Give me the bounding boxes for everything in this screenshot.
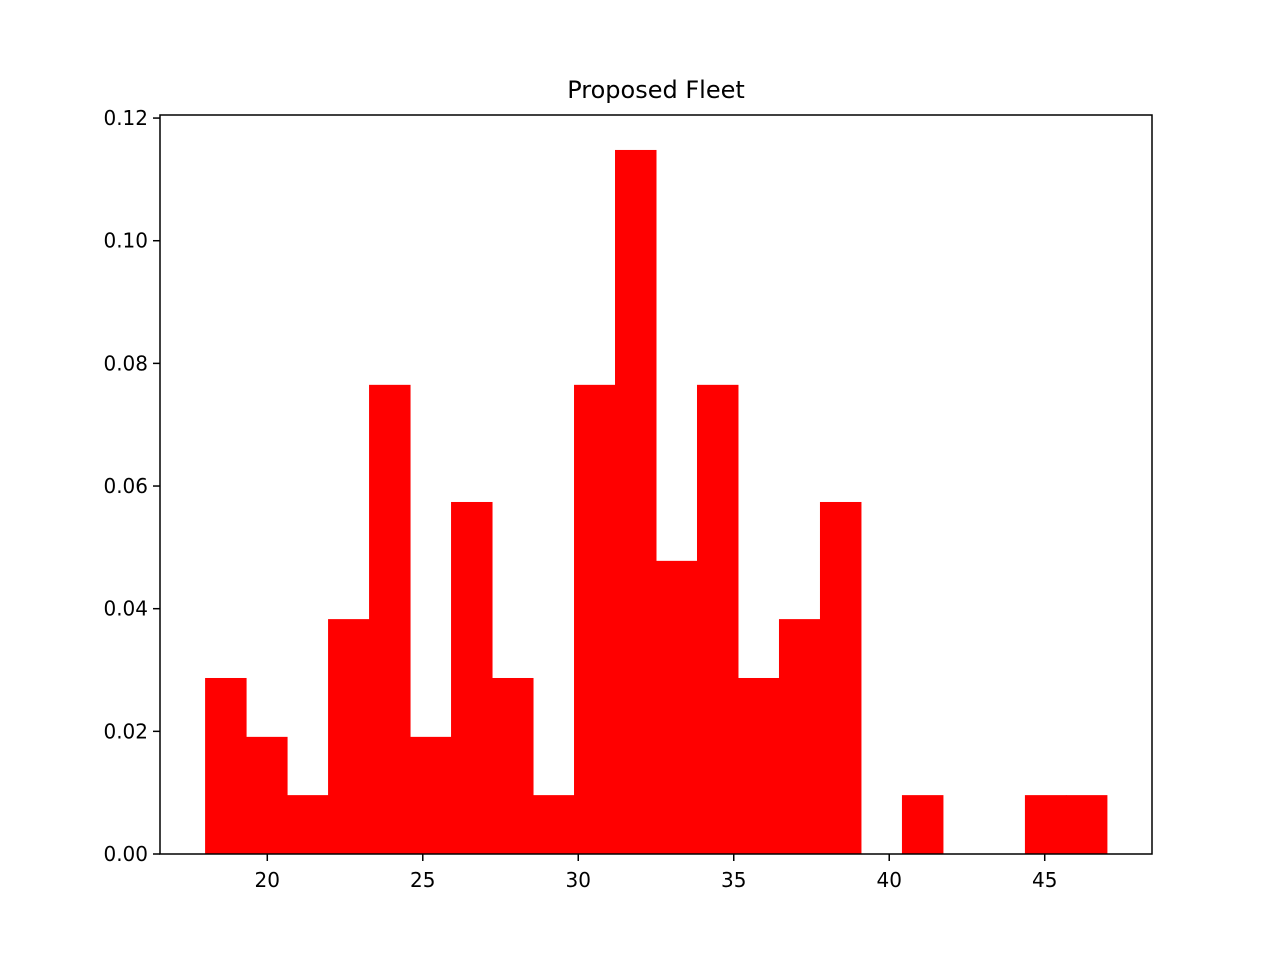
histogram-bar: [451, 501, 493, 854]
histogram-bar: [656, 560, 698, 854]
x-axis-ticks: 20 25 30 35 40 45: [255, 854, 1057, 892]
x-tick-label: 45: [1032, 868, 1057, 892]
y-tick-label: 0.02: [103, 719, 148, 743]
x-tick-label: 25: [410, 868, 435, 892]
x-tick-label: 35: [721, 868, 746, 892]
y-tick-label: 0.12: [103, 106, 148, 130]
histogram-bar: [410, 736, 452, 854]
y-tick-label: 0.08: [103, 351, 148, 375]
histogram-bar: [819, 501, 862, 854]
y-tick-label: 0.00: [103, 842, 148, 866]
y-tick-label: 0.04: [103, 597, 148, 621]
y-tick-label: 0.10: [103, 229, 148, 253]
histogram-bar: [696, 384, 739, 854]
histogram-bar: [492, 677, 534, 854]
histogram-bar: [615, 149, 657, 854]
histogram-bar: [328, 619, 370, 854]
y-tick-label: 0.06: [103, 474, 148, 498]
histogram-bar: [778, 619, 821, 854]
histogram-bar: [205, 677, 247, 854]
x-tick-label: 20: [255, 868, 280, 892]
bars-group: [205, 149, 1108, 854]
histogram-bar: [287, 795, 329, 854]
plot-frame: [159, 114, 1153, 855]
histogram-bar: [1024, 795, 1067, 854]
chart-title: Proposed Fleet: [567, 76, 745, 104]
histogram-bar: [737, 677, 780, 854]
histogram-bar: [1065, 795, 1108, 854]
x-tick-label: 30: [566, 868, 591, 892]
histogram-bar: [246, 736, 288, 854]
histogram-bar: [369, 384, 411, 854]
histogram-bar: [901, 795, 944, 854]
histogram-bar: [574, 384, 616, 854]
x-tick-label: 40: [877, 868, 902, 892]
y-axis-ticks: 0.00 0.02 0.04 0.06 0.08 0.10 0.12: [103, 106, 160, 866]
histogram-bar: [533, 795, 575, 854]
